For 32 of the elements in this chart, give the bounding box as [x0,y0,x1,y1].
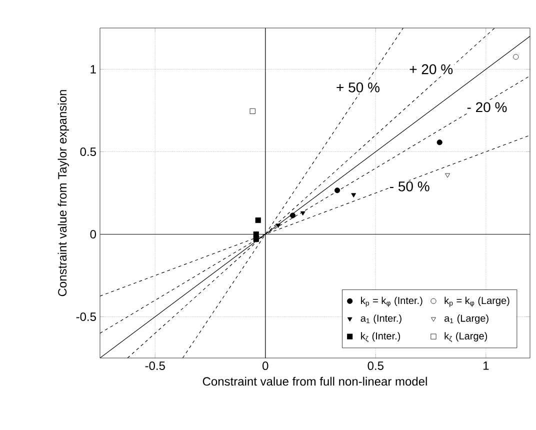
y-tick-label: -0.5 [76,312,96,322]
annotation: - 20 % [467,102,507,112]
point [250,108,256,114]
point [351,193,356,198]
point [513,54,519,60]
point [445,173,450,178]
x-tick-label: 1 [483,362,489,370]
y-tick-label: 1 [90,65,96,74]
x-tick-label: 0.5 [368,362,384,370]
legend-label: a$_{1}$ (Large) [444,314,488,324]
annotation: + 50 % [336,82,380,92]
point [290,212,296,218]
legend-label: k$_{p}$ = k$_{φ}$ (Large) [444,296,510,307]
y-tick-label: 0 [90,230,96,239]
y-axis-title: Constraint value from Taylor expansion [58,90,69,296]
point [300,211,306,216]
point [276,224,281,228]
point [253,231,259,238]
point [334,188,340,194]
x-axis-title: Constraint value from full non-linear model [202,376,427,386]
point [436,140,442,146]
x-tick-label: -0.5 [145,362,165,370]
legend-label: k$_{ζ}$ (Inter.) [361,332,400,342]
y-tick-label: 0.5 [80,148,96,156]
legend-label: k$_{p}$ = k$_{φ}$ (Inter.) [361,296,422,307]
point [255,217,261,224]
x-tick-label: 0 [262,362,268,370]
legend-label: a$_{1}$ (Inter.) [360,314,402,324]
legend-label: k$_{ζ}$ (Large) [444,332,488,342]
point [253,236,259,242]
annotation: - 50 % [390,181,430,192]
annotation: + 20 % [410,64,453,74]
